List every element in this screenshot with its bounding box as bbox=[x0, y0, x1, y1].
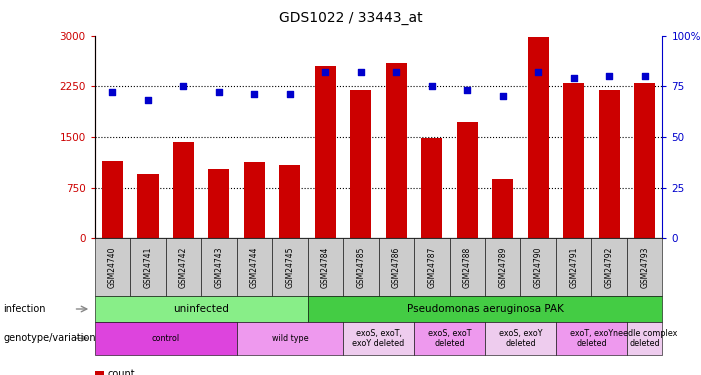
Text: GSM24742: GSM24742 bbox=[179, 246, 188, 288]
Bar bbox=[172, 142, 194, 238]
Text: GSM24793: GSM24793 bbox=[640, 246, 649, 288]
Text: GSM24744: GSM24744 bbox=[250, 246, 259, 288]
Text: GSM24791: GSM24791 bbox=[569, 246, 578, 288]
Point bbox=[462, 87, 473, 93]
Text: GSM24789: GSM24789 bbox=[498, 246, 508, 288]
Point bbox=[533, 69, 544, 75]
Bar bbox=[350, 90, 372, 238]
Text: exoS, exoY
deleted: exoS, exoY deleted bbox=[498, 328, 543, 348]
Point bbox=[213, 89, 224, 95]
Text: wild type: wild type bbox=[271, 334, 308, 343]
Bar bbox=[102, 160, 123, 238]
Bar bbox=[279, 165, 301, 238]
Point bbox=[390, 69, 402, 75]
Text: GSM24790: GSM24790 bbox=[533, 246, 543, 288]
Point bbox=[284, 92, 295, 98]
Text: GSM24788: GSM24788 bbox=[463, 247, 472, 288]
Text: GSM24792: GSM24792 bbox=[605, 246, 613, 288]
Point bbox=[604, 73, 615, 79]
Point bbox=[426, 83, 437, 89]
Text: needle complex
deleted: needle complex deleted bbox=[613, 328, 677, 348]
Text: genotype/variation: genotype/variation bbox=[4, 333, 96, 343]
Point bbox=[639, 73, 651, 79]
Point bbox=[568, 75, 579, 81]
Point bbox=[178, 83, 189, 89]
Text: control: control bbox=[151, 334, 179, 343]
Point bbox=[355, 69, 367, 75]
Bar bbox=[386, 63, 407, 238]
Text: exoS, exoT,
exoY deleted: exoS, exoT, exoY deleted bbox=[353, 328, 404, 348]
Bar bbox=[421, 138, 442, 238]
Point bbox=[142, 98, 154, 104]
Text: GDS1022 / 33443_at: GDS1022 / 33443_at bbox=[279, 11, 422, 25]
Bar bbox=[528, 37, 549, 238]
Text: infection: infection bbox=[4, 304, 46, 314]
Bar bbox=[599, 90, 620, 238]
Text: GSM24786: GSM24786 bbox=[392, 246, 401, 288]
Text: exoT, exoY
deleted: exoT, exoY deleted bbox=[570, 328, 613, 348]
Text: GSM24787: GSM24787 bbox=[428, 246, 436, 288]
Bar bbox=[137, 174, 158, 238]
Text: GSM24784: GSM24784 bbox=[321, 246, 329, 288]
Text: GSM24745: GSM24745 bbox=[285, 246, 294, 288]
Text: uninfected: uninfected bbox=[173, 304, 229, 314]
Point bbox=[320, 69, 331, 75]
Text: exoS, exoT
deleted: exoS, exoT deleted bbox=[428, 328, 471, 348]
Text: GSM24741: GSM24741 bbox=[144, 246, 152, 288]
Bar bbox=[492, 179, 513, 238]
Point bbox=[497, 93, 508, 99]
Bar bbox=[244, 162, 265, 238]
Text: GSM24743: GSM24743 bbox=[215, 246, 224, 288]
Bar bbox=[634, 83, 655, 238]
Text: Pseudomonas aeruginosa PAK: Pseudomonas aeruginosa PAK bbox=[407, 304, 564, 314]
Bar bbox=[315, 66, 336, 238]
Bar bbox=[456, 122, 478, 238]
Point bbox=[249, 92, 260, 98]
Text: GSM24785: GSM24785 bbox=[356, 246, 365, 288]
Text: GSM24740: GSM24740 bbox=[108, 246, 117, 288]
Bar bbox=[563, 83, 585, 238]
Text: count: count bbox=[108, 369, 135, 375]
Bar bbox=[208, 169, 229, 238]
Point bbox=[107, 89, 118, 95]
